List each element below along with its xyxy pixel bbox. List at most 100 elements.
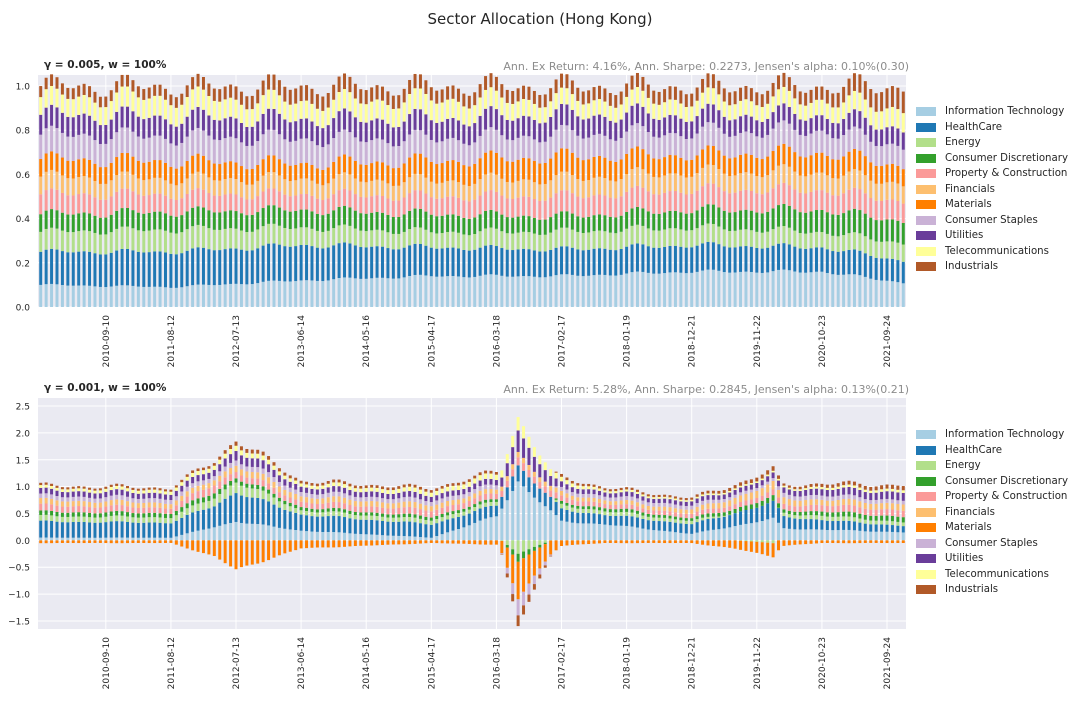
bar-segment <box>120 499 124 506</box>
bar-segment <box>364 231 368 248</box>
bar-segment <box>174 490 178 497</box>
bar-segment <box>505 119 509 140</box>
bar-segment <box>842 499 846 505</box>
bar-segment <box>451 518 455 531</box>
bar-segment <box>71 516 75 523</box>
y-tick-label: 0.6 <box>16 171 31 181</box>
bar-segment <box>885 258 889 281</box>
bar-segment <box>288 511 292 530</box>
bar-segment <box>109 495 113 501</box>
bar-segment <box>164 537 167 541</box>
bar-segment <box>169 198 173 216</box>
bar-segment <box>120 226 124 249</box>
bar-segment <box>451 160 455 181</box>
bar-segment <box>82 176 86 194</box>
bar-segment <box>239 475 243 482</box>
bar-segment <box>896 242 900 261</box>
bar-segment <box>212 285 216 307</box>
bar-segment <box>744 99 748 115</box>
bar-segment <box>679 517 683 521</box>
bar-segment <box>885 515 889 521</box>
bar-segment <box>234 194 238 212</box>
bar-segment <box>326 508 330 512</box>
bar-segment <box>598 176 601 195</box>
bar-segment <box>164 491 167 495</box>
bar-segment <box>126 285 129 307</box>
x-tick-label: 2013-06-14 <box>297 315 307 368</box>
bar-segment <box>728 120 732 137</box>
bar-segment <box>641 515 645 519</box>
bar-segment <box>581 506 585 510</box>
bar-segment <box>467 492 471 497</box>
bar-segment <box>711 503 715 509</box>
bar-segment <box>820 520 824 530</box>
bar-segment <box>44 210 48 229</box>
bar-segment <box>749 499 753 505</box>
bar-segment <box>614 162 618 182</box>
bar-segment <box>446 512 450 516</box>
bar-segment <box>413 502 417 508</box>
bar-segment <box>93 120 97 141</box>
bar-segment <box>592 215 596 232</box>
bar-segment <box>598 488 601 491</box>
bar-segment <box>825 192 829 213</box>
bar-segment <box>207 83 211 97</box>
bar-segment <box>836 123 840 139</box>
bar-segment <box>272 74 276 90</box>
bar-segment <box>901 149 905 170</box>
bar-segment <box>315 94 319 109</box>
bar-segment <box>120 515 124 522</box>
bar-segment <box>511 199 515 218</box>
bar-segment <box>489 244 493 275</box>
bar-segment <box>836 516 840 521</box>
bar-segment <box>652 495 656 498</box>
bar-segment <box>793 189 797 210</box>
bar-segment <box>630 496 634 501</box>
bar-segment <box>305 138 309 163</box>
bar-segment <box>321 96 325 111</box>
bar-segment <box>142 195 146 214</box>
bar-segment <box>484 502 488 507</box>
bar-segment <box>71 232 75 253</box>
bar-segment <box>136 498 140 504</box>
bar-segment <box>218 164 222 181</box>
bar-segment <box>852 169 856 188</box>
x-tick-label: 2012-07-13 <box>232 315 242 367</box>
bar-segment <box>701 509 705 515</box>
bar-segment <box>690 193 694 214</box>
bar-segment <box>250 95 254 110</box>
bar-segment <box>505 480 509 488</box>
bar-segment <box>473 478 477 484</box>
bar-segment <box>820 515 824 521</box>
bar-segment <box>343 487 346 494</box>
bar-segment <box>874 111 878 130</box>
bar-segment <box>890 515 894 522</box>
bar-segment <box>77 96 81 115</box>
bar-segment <box>196 284 200 307</box>
bar-segment <box>185 178 189 194</box>
bar-segment <box>321 509 325 513</box>
bar-segment <box>418 523 422 538</box>
bar-segment <box>375 520 379 535</box>
bar-segment <box>359 512 363 516</box>
bar-segment <box>825 272 829 307</box>
bar-segment <box>185 193 189 212</box>
bar-segment <box>608 497 612 502</box>
bar-segment <box>267 489 271 494</box>
bar-segment <box>549 101 553 117</box>
bar-segment <box>798 175 802 193</box>
bar-segment <box>315 509 319 513</box>
bar-segment <box>787 517 791 529</box>
bar-segment <box>549 249 553 277</box>
bar-segment <box>570 175 574 194</box>
bar-segment <box>370 534 374 541</box>
bar-segment <box>592 156 596 178</box>
bar-segment <box>587 275 591 307</box>
bar-segment <box>760 121 764 138</box>
bar-segment <box>326 125 330 145</box>
bar-segment <box>98 498 102 503</box>
bar-segment <box>815 86 818 100</box>
bar-segment <box>901 283 905 307</box>
bar-segment <box>603 504 607 509</box>
